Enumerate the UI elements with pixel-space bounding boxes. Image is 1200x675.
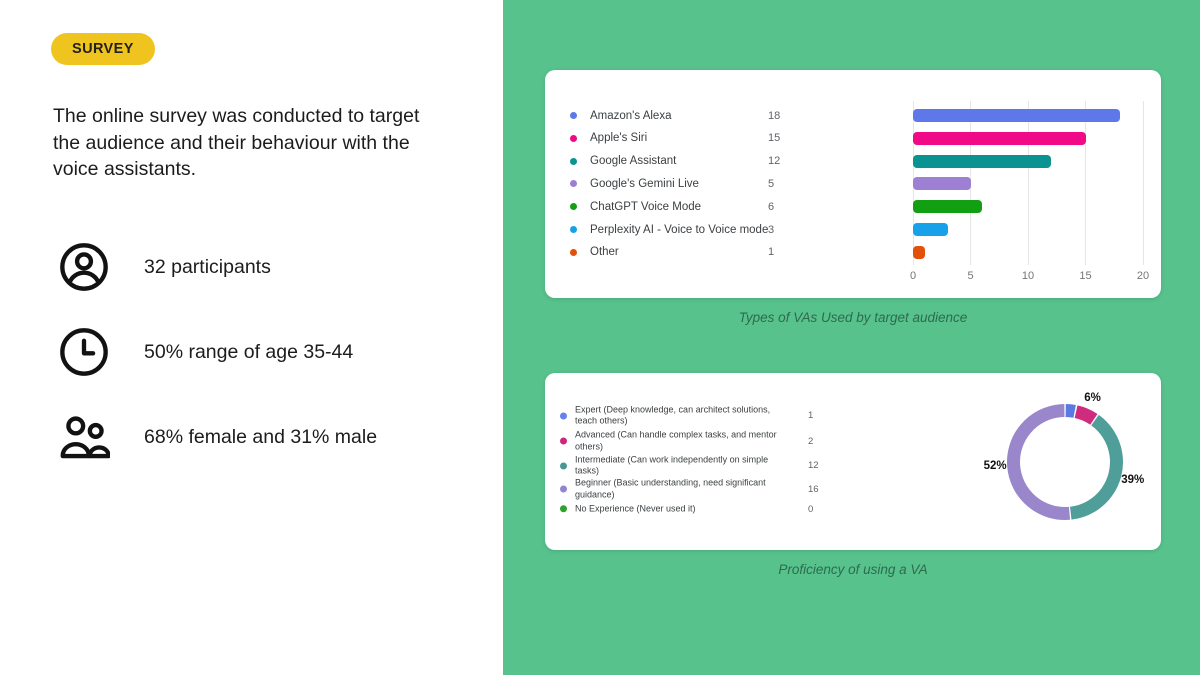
grid-line	[1142, 101, 1144, 265]
tick-label: 5	[967, 270, 974, 282]
legend-label: Google Assistant	[590, 155, 677, 168]
legend-label: Amazon's Alexa	[590, 109, 672, 122]
grid-line	[1027, 101, 1029, 265]
legend-dot	[570, 180, 577, 188]
legend-label: Google's Gemini Live	[590, 177, 699, 190]
intro-text: The online survey was conducted to targe…	[53, 105, 420, 180]
legend-item: Other 1	[545, 245, 905, 259]
legend-value: 18	[768, 109, 781, 122]
legend-label: Intermediate (Can work independently on …	[575, 454, 769, 476]
stat-row-gender: 68% female and 31% male	[58, 409, 377, 465]
legend-dot	[560, 485, 567, 493]
legend-item: ChatGPT Voice Mode 6	[545, 200, 905, 214]
legend-item: Google's Gemini Live 5	[545, 177, 905, 191]
legend-item: Expert (Deep knowledge, can architect so…	[545, 404, 845, 427]
legend-dot	[560, 505, 567, 513]
legend-item: Apple's Siri 15	[545, 131, 905, 145]
grid-line	[970, 101, 971, 265]
legend-value: 16	[808, 483, 819, 495]
stat-row-age: 50% range of age 35-44	[58, 324, 353, 380]
legend-item: Google Assistant 12	[545, 154, 905, 168]
left-panel: SURVEY The online survey was conducted t…	[0, 0, 503, 675]
bar	[913, 109, 1120, 122]
legend-label: Expert (Deep knowledge, can architect so…	[575, 404, 771, 426]
bar	[913, 177, 971, 191]
legend-value: 1	[808, 410, 814, 421]
legend-item: Perplexity AI - Voice to Voice mode 3	[545, 223, 905, 237]
donut-slice	[1007, 404, 1123, 520]
bar	[913, 245, 925, 259]
survey-badge: SURVEY	[51, 33, 155, 65]
chart-caption-va-types: Types of VAs Used by target audience	[738, 310, 968, 325]
legend-dot	[570, 157, 577, 165]
legend-label: ChatGPT Voice Mode	[590, 200, 702, 213]
stat-row-participants: 32 participants	[58, 239, 271, 295]
legend-label: Perplexity AI - Voice to Voice mode	[590, 223, 769, 236]
bar	[913, 223, 948, 237]
user-circle-icon	[58, 241, 110, 293]
tick-label: 15	[1079, 270, 1092, 282]
legend-dot	[560, 437, 567, 445]
legend-value: 12	[768, 155, 781, 168]
legend-label: Other	[590, 246, 619, 259]
legend-value: 12	[808, 460, 819, 471]
grid-line	[1085, 101, 1086, 265]
legend-label: Beginner (Basic understanding, need sign…	[575, 477, 766, 500]
tick-label: 20	[1136, 270, 1150, 282]
legend-value: 5	[768, 177, 775, 190]
bar	[913, 200, 982, 214]
tick-label: 10	[1021, 270, 1035, 282]
legend-value: 1	[768, 246, 775, 259]
legend-value: 0	[808, 503, 814, 515]
legend-dot	[570, 134, 577, 142]
donut-chart	[995, 392, 1135, 532]
legend-item: Amazon's Alexa 18	[545, 109, 905, 123]
stat-label: 50% range of age 35-44	[144, 340, 354, 363]
legend-label: Apple's Siri	[590, 132, 648, 145]
donut-percent-label: 39%	[1121, 473, 1145, 486]
clock-icon	[58, 326, 110, 378]
legend-item: Beginner (Basic understanding, need sign…	[545, 478, 845, 501]
legend-dot	[570, 248, 577, 256]
donut-slice	[1007, 404, 1123, 520]
legend-dot	[570, 226, 577, 234]
stat-label: 68% female and 31% male	[144, 425, 378, 448]
legend-label: Advanced (Can handle complex tasks, and …	[575, 429, 777, 452]
legend-item: Intermediate (Can work independently on …	[545, 454, 845, 477]
chart-caption-proficiency: Proficiency of using a VA	[778, 562, 928, 577]
donut-percent-label: 6%	[1084, 391, 1101, 404]
people-icon	[58, 411, 110, 463]
legend-value: 6	[768, 200, 775, 213]
legend-dot	[570, 203, 577, 211]
right-panel: Amazon's Alexa 18 Apple's Siri 15 Google Ass…	[503, 0, 1200, 675]
proficiency-card: Expert (Deep knowledge, can architect so…	[545, 373, 1161, 550]
legend-item: Advanced (Can handle complex tasks, and …	[545, 430, 845, 453]
bar	[913, 154, 1051, 168]
bar	[913, 131, 1086, 145]
legend-dot	[570, 112, 577, 119]
va-plot: 0 5 10 15 20	[910, 101, 1149, 282]
legend-value: 15	[768, 132, 781, 145]
legend-label: No Experience (Never used it)	[575, 503, 696, 514]
stat-label: 32 participants	[144, 255, 271, 278]
donut-percent-label: 52%	[983, 459, 1007, 472]
legend-item: No Experience (Never used it) 0	[545, 503, 845, 515]
legend-value: 3	[768, 223, 775, 236]
legend-dot	[560, 462, 567, 469]
va-types-card: Amazon's Alexa 18 Apple's Siri 15 Google Ass…	[545, 70, 1161, 298]
legend-dot	[560, 412, 567, 419]
legend-value: 2	[808, 435, 814, 447]
tick-label: 0	[909, 270, 917, 282]
